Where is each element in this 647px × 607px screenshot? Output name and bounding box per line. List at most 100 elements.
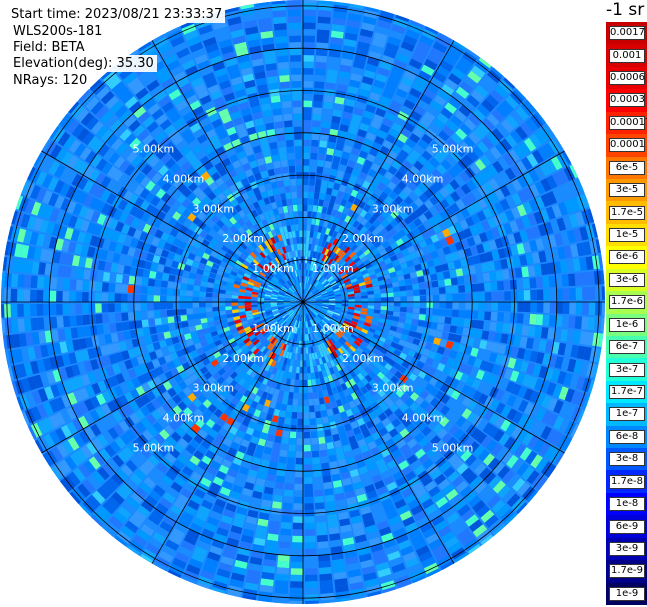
ppi-gate [138, 464, 151, 476]
ppi-gate [312, 288, 318, 294]
ppi-gate [314, 281, 320, 287]
ppi-gate [61, 239, 71, 252]
ppi-gate [158, 340, 167, 349]
ppi-gate [310, 312, 316, 318]
ppi-gate [388, 267, 396, 274]
ppi-gate [293, 503, 303, 510]
ppi-gate [317, 430, 325, 438]
ppi-gate [525, 227, 535, 240]
ppi-gate [498, 343, 507, 355]
ppi-gate [471, 65, 486, 79]
ppi-gate [330, 400, 338, 409]
ppi-gate [575, 287, 583, 300]
ppi-gate [75, 291, 83, 302]
ppi-gate [326, 340, 332, 347]
ppi-gate [314, 74, 326, 82]
ppi-gate [432, 257, 441, 266]
ppi-gate [105, 114, 118, 128]
ppi-gate [155, 366, 164, 376]
ppi-gate [500, 333, 509, 344]
ppi-gate [312, 385, 318, 393]
ppi-gate [95, 281, 103, 292]
ppi-gate [100, 189, 111, 202]
ppi-gate [322, 475, 332, 483]
ppi-gate [413, 510, 427, 522]
ppi-gate [218, 237, 227, 245]
ppi-gate [313, 483, 323, 491]
ppi-gate [360, 559, 374, 569]
ppi-gate [378, 236, 387, 245]
ppi-gate [326, 249, 332, 257]
ppi-gate [238, 386, 247, 395]
ppi-gate [314, 251, 319, 259]
ppi-gate [505, 181, 517, 195]
ppi-gate [57, 265, 66, 277]
ppi-gate [251, 309, 259, 313]
ppi-gate [270, 454, 279, 463]
ppi-gate [288, 352, 293, 360]
ppi-gate [546, 382, 557, 396]
ppi-gate [303, 263, 305, 270]
ppi-gate [385, 422, 395, 433]
ppi-gate [303, 185, 309, 192]
ppi-gate [291, 412, 298, 419]
ppi-gate [142, 242, 151, 252]
ppi-gate [570, 180, 582, 196]
ppi-gate [133, 366, 143, 376]
ppi-gate [227, 359, 236, 368]
ppi-gate [121, 303, 128, 312]
ppi-gate [331, 427, 339, 436]
ppi-gate [265, 288, 273, 292]
ppi-gate [293, 306, 299, 312]
ppi-gate [332, 286, 340, 291]
ppi-gate [134, 184, 145, 196]
ppi-gate [356, 323, 364, 328]
ppi-gate [316, 351, 322, 359]
ppi-gate [332, 433, 340, 442]
ppi-gate [169, 330, 178, 338]
ppi-gate [330, 546, 343, 554]
ppi-gate [200, 569, 215, 581]
ppi-gate [314, 331, 319, 339]
ppi-gate [185, 339, 194, 347]
ppi-gate [346, 288, 354, 293]
ppi-gate [95, 105, 109, 120]
ppi-gate [295, 470, 303, 478]
ppi-gate [329, 460, 339, 469]
ppi-gate [326, 242, 333, 250]
ppi-gate [340, 212, 347, 221]
ppi-gate [495, 270, 504, 281]
ppi-gate [220, 336, 228, 344]
ppi-gate [439, 59, 454, 72]
ppi-rays [1, 0, 605, 604]
ppi-gate [364, 484, 376, 494]
ppi-gate [87, 475, 101, 489]
ppi-gate [274, 435, 282, 444]
ppi-gate [383, 475, 395, 486]
ppi-gate [522, 201, 533, 215]
ppi-gate [172, 394, 182, 405]
ppi-gate [278, 390, 285, 398]
ppi-gate [67, 436, 80, 451]
ppi-gate [163, 354, 173, 363]
ppi-gate [433, 71, 447, 83]
ppi-gate [530, 289, 537, 301]
ppi-gate [516, 243, 526, 255]
ppi-gate [290, 298, 297, 301]
ppi-gate [406, 64, 420, 76]
ppi-gate [248, 392, 256, 401]
ppi-gate [390, 375, 399, 384]
ppi-gate [269, 344, 275, 352]
ppi-gate [280, 320, 286, 327]
ppi-gate [445, 294, 453, 301]
ppi-gate [339, 431, 348, 440]
ppi-gate [129, 413, 140, 425]
ppi-gate [276, 281, 283, 287]
ppi-gate [307, 327, 310, 335]
ppi-gate [378, 427, 388, 437]
ppi-gate [575, 211, 585, 226]
ppi-gate [148, 156, 160, 168]
ppi-gate [534, 181, 546, 195]
ppi-gate [269, 520, 280, 529]
ppi-gate [225, 290, 233, 295]
